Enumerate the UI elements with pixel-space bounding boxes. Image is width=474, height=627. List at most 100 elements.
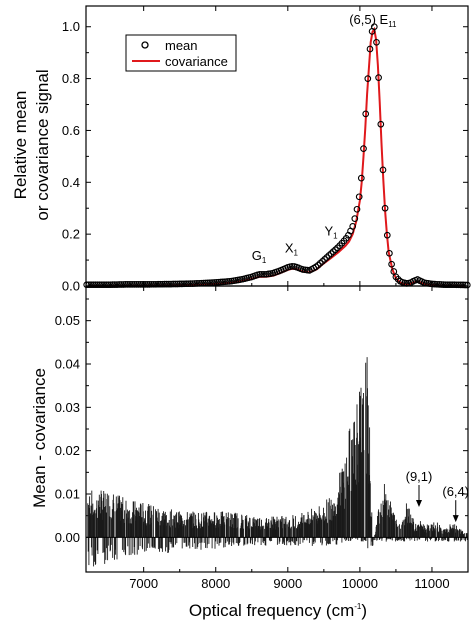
x-axis-label-close: ) (361, 601, 367, 620)
xtick-label: 10000 (342, 576, 378, 591)
mean-point (366, 45, 374, 53)
mean-point (169, 280, 177, 288)
mean-point (327, 250, 335, 257)
mean-point (435, 281, 443, 288)
mean-point (332, 246, 339, 254)
mean-point (89, 281, 97, 289)
mean-point (429, 280, 437, 288)
bottom-ytick-label: 0.04 (55, 357, 80, 372)
peak-label-sub: 11 (388, 20, 397, 29)
mean-point (288, 262, 296, 270)
top-y-ticks: 0.0 0.2 0.4 0.6 0.8 1.0 (62, 19, 468, 294)
mean-point (133, 281, 140, 288)
mean-point (172, 280, 179, 288)
mean-point (256, 270, 264, 278)
mean-point (176, 280, 184, 288)
mean-point (156, 280, 164, 288)
mean-point (370, 23, 378, 31)
mean-point (373, 38, 380, 46)
mean-point (128, 281, 136, 288)
mean-point (388, 260, 395, 268)
mean-point (215, 278, 222, 286)
mean-point (375, 74, 382, 81)
mean-point (381, 204, 389, 212)
top-ytick-label: 0.4 (62, 175, 80, 190)
xtick-label: 11000 (414, 576, 449, 591)
mean-point (126, 281, 134, 288)
mean-point (130, 281, 138, 288)
mean-point (223, 278, 231, 285)
legend: mean covariance (125, 34, 237, 72)
bottom-annotations: (9,1) (6,4) (406, 469, 469, 523)
chirality-label: (9,1) (406, 469, 433, 484)
mean-point (453, 281, 460, 289)
mean-point (107, 281, 114, 289)
xtick-label: 9000 (273, 576, 302, 591)
mean-point (148, 280, 155, 288)
mean-point (143, 281, 151, 288)
mean-point (109, 281, 117, 288)
mean-point (163, 280, 171, 288)
mean-point (260, 270, 268, 278)
mean-point (351, 215, 359, 222)
mean-point (92, 281, 99, 289)
mean-point (457, 281, 465, 289)
mean-point (314, 261, 322, 269)
mean-point (104, 281, 112, 289)
peak-label-base: G (252, 248, 262, 263)
mean-point (167, 280, 175, 288)
mean-point (379, 166, 387, 174)
mean-point (213, 278, 220, 286)
mean-point (102, 281, 110, 289)
mean-point (165, 280, 173, 288)
mean-point (137, 281, 145, 288)
bottom-ytick-label: 0.01 (55, 487, 80, 502)
mean-point (152, 280, 160, 288)
peak-label: X1 (285, 240, 299, 257)
mean-point (219, 278, 227, 286)
mean-point (355, 193, 363, 201)
bottom-y-ticks: 0.00 0.01 0.02 0.03 0.04 0.05 (55, 298, 468, 545)
chirality-arrowhead (452, 515, 459, 523)
legend-box (125, 34, 237, 72)
bottom-ytick-label: 0.00 (55, 530, 80, 545)
top-ytick-label: 0.2 (62, 227, 80, 242)
mean-point (459, 281, 467, 289)
mean-point (154, 280, 162, 288)
mean-point (139, 281, 147, 288)
x-axis-label: Optical frequency (cm-1) (189, 601, 367, 620)
top-ylabel-line1: Relative mean (11, 91, 30, 200)
bottom-plot-frame (85, 285, 469, 573)
chirality-arrowhead (415, 500, 422, 507)
mean-point (111, 281, 119, 288)
mean-point (444, 281, 452, 289)
mean-point (135, 281, 142, 288)
x-axis-label-sup: -1 (354, 602, 362, 611)
mean-point (113, 281, 121, 288)
legend-mean-marker (141, 41, 149, 49)
mean-point (98, 281, 106, 289)
mean-point (377, 120, 385, 128)
peak-label-base: X (285, 240, 294, 255)
peak-label-sub: 1 (294, 248, 299, 257)
bottom-ytick-label: 0.02 (55, 443, 80, 458)
mean-point (364, 75, 372, 82)
mean-point (161, 280, 168, 288)
mean-point (446, 281, 454, 289)
mean-point (115, 281, 123, 288)
mean-point (94, 281, 101, 289)
peak-label-base: Y (324, 223, 333, 238)
bottom-ytick-label: 0.03 (55, 400, 80, 415)
bottom-panel: 0.00 0.01 0.02 0.03 0.04 0.05 7000 8000 9000 100… (55, 285, 469, 591)
mean-point (100, 281, 108, 289)
legend-covariance-label: covariance (165, 54, 228, 69)
xtick-label: 7000 (129, 576, 158, 591)
mean-point (221, 278, 229, 286)
top-ylabel-line2: or covariance signal (33, 69, 52, 220)
mean-point (394, 275, 402, 283)
peak-label: Y1 (324, 223, 338, 240)
mean-point (448, 281, 456, 289)
mean-point (146, 281, 153, 288)
